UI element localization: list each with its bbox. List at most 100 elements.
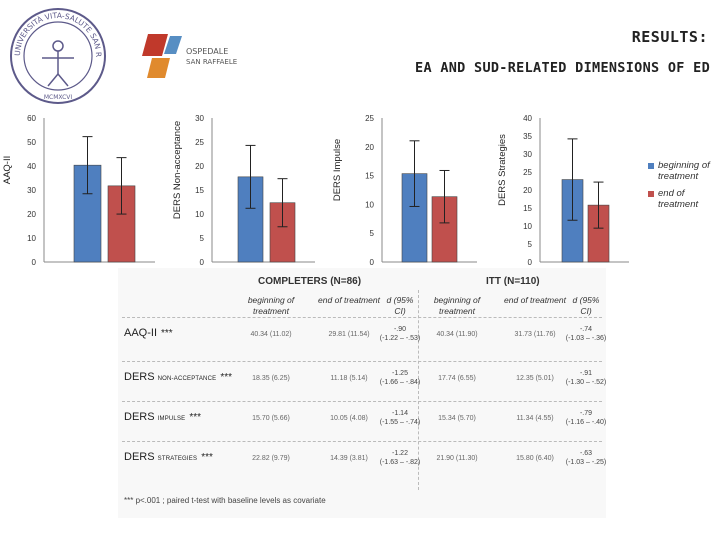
y-tick-label: 5 xyxy=(200,234,205,243)
table-divider xyxy=(418,290,419,490)
table-row-label: AAQ-II *** xyxy=(124,327,173,339)
svg-text:UNIVERSITÀ VITA-SALUTE SAN RAF: UNIVERSITÀ VITA-SALUTE SAN RAFFAELE xyxy=(8,6,103,57)
table-cell-c-begin: 40.34 (11.02) xyxy=(250,331,292,338)
table-cell-i-begin: 15.34 (5.70) xyxy=(438,415,476,422)
col-header-i-d: d (95% CI) xyxy=(572,295,600,316)
effect-size-cell: -.79 (-1.16 – -.40) xyxy=(556,409,616,427)
y-tick-label: 20 xyxy=(195,162,204,171)
y-tick-label: 30 xyxy=(27,186,36,195)
row-separator xyxy=(122,361,602,362)
effect-size-cell: -.74 (-1.03 – -.36) xyxy=(556,325,616,343)
table-cell-c-end: 29.81 (11.54) xyxy=(328,331,370,338)
effect-size-value: -.90 xyxy=(393,326,407,333)
y-tick-label: 0 xyxy=(32,258,37,267)
table-row-label: DERS STRATEGIES *** xyxy=(124,451,213,463)
effect-size-value: -1.22 xyxy=(392,450,408,457)
y-tick-label: 0 xyxy=(200,258,205,267)
y-tick-label: 0 xyxy=(370,258,375,267)
table-cell-c-begin: 22.82 (9.79) xyxy=(252,455,290,462)
table-cell-i-begin: 17.74 (6.55) xyxy=(438,375,476,382)
y-tick-label: 15 xyxy=(365,172,374,181)
hospital-name-line2: SAN RAFFAELE xyxy=(186,58,237,66)
effect-size-value: -.74 xyxy=(579,326,593,333)
effect-size-value: -1.14 xyxy=(392,410,408,417)
effect-size-value: -1.25 xyxy=(392,370,408,377)
col-header-c-d: d (95% CI) xyxy=(386,295,414,316)
results-heading: RESULTS: xyxy=(631,28,708,46)
y-tick-label: 5 xyxy=(370,229,375,238)
seal-year: MCMXCVI xyxy=(44,94,73,101)
effect-size-cell: -.90 (-1.22 – -.53) xyxy=(370,325,430,343)
row-separator xyxy=(122,441,602,442)
y-axis-label: DERS Strategies xyxy=(497,134,508,206)
legend-item-end: end of treatment xyxy=(648,188,720,210)
y-tick-label: 25 xyxy=(365,114,374,123)
y-tick-label: 15 xyxy=(523,204,532,213)
row-label-text: DERS xyxy=(124,371,158,383)
table-cell-c-begin: 15.70 (5.66) xyxy=(252,415,290,422)
effect-size-ci: (-1.55 – -.74) xyxy=(379,419,421,426)
y-tick-label: 60 xyxy=(27,114,36,123)
effect-size-value: -.79 xyxy=(579,410,593,417)
significance-stars: *** xyxy=(201,452,213,463)
table-cell-i-begin: 40.34 (11.90) xyxy=(436,331,478,338)
y-tick-label: 25 xyxy=(523,168,532,177)
effect-size-cell: -.63 (-1.03 – -.25) xyxy=(556,449,616,467)
y-tick-label: 30 xyxy=(195,114,204,123)
university-seal-logo: UNIVERSITÀ VITA-SALUTE SAN RAFFAELE MCMX… xyxy=(8,6,106,104)
table-cell-c-end: 10.05 (4.08) xyxy=(330,415,368,422)
col-header-i-begin: beginning of treatment xyxy=(433,295,481,316)
hospital-name-line1: OSPEDALE xyxy=(186,47,228,56)
row-label-subscript: IMPULSE xyxy=(157,416,186,422)
legend-item-baseline: beginning of treatment xyxy=(648,160,720,182)
y-tick-label: 40 xyxy=(523,114,532,123)
y-tick-label: 30 xyxy=(523,150,532,159)
col-header-c-end: end of treatment xyxy=(318,295,380,305)
col-header-c-begin: beginning of treatment xyxy=(247,295,295,316)
effect-size-value: -.91 xyxy=(579,370,593,377)
legend-label-baseline: beginning of treatment xyxy=(658,160,710,182)
y-tick-label: 0 xyxy=(528,258,533,267)
page-subtitle: EA AND SUD-RELATED DIMENSIONS OF ED xyxy=(415,60,710,76)
row-separator xyxy=(122,401,602,402)
effect-size-ci: (-1.66 – -.84) xyxy=(379,379,421,386)
effect-size-ci: (-1.03 – -.36) xyxy=(565,335,607,342)
y-tick-label: 10 xyxy=(195,210,204,219)
legend-swatch-end xyxy=(648,191,654,197)
table-footnote: *** p<.001 ; paired t-test with baseline… xyxy=(124,496,326,505)
results-table: COMPLETERS (N=86) ITT (N=110) beginning … xyxy=(118,268,606,518)
effect-size-cell: -.91 (-1.30 – -.52) xyxy=(556,369,616,387)
table-cell-c-end: 11.18 (5.14) xyxy=(330,375,368,382)
effect-size-value: -.63 xyxy=(579,450,593,457)
effect-size-cell: -1.25 (-1.66 – -.84) xyxy=(370,369,430,387)
seal-arc-text: UNIVERSITÀ VITA-SALUTE SAN RAFFAELE xyxy=(8,6,103,57)
group-completers: COMPLETERS (N=86) xyxy=(258,276,362,287)
y-tick-label: 10 xyxy=(523,222,532,231)
y-tick-label: 40 xyxy=(27,162,36,171)
table-cell-i-begin: 21.90 (11.30) xyxy=(436,455,478,462)
row-label-text: AAQ-II xyxy=(124,327,158,339)
y-tick-label: 10 xyxy=(27,234,36,243)
y-tick-label: 10 xyxy=(365,200,374,209)
table-cell-c-end: 14.39 (3.81) xyxy=(330,455,368,462)
table-row-label: DERS NON-ACCEPTANCE *** xyxy=(124,371,232,383)
y-tick-label: 25 xyxy=(195,138,204,147)
significance-stars: *** xyxy=(189,412,202,423)
legend-swatch-baseline xyxy=(648,163,654,169)
significance-stars: *** xyxy=(161,328,173,339)
effect-size-cell: -1.22 (-1.63 – -.82) xyxy=(370,449,430,467)
col-header-i-end: end of treatment xyxy=(504,295,566,305)
y-tick-label: 20 xyxy=(365,143,374,152)
effect-size-ci: (-1.63 – -.82) xyxy=(379,459,421,466)
row-label-subscript: NON-ACCEPTANCE xyxy=(157,376,217,382)
y-tick-label: 20 xyxy=(27,210,36,219)
effect-size-ci: (-1.16 – -.40) xyxy=(565,419,607,426)
significance-stars: *** xyxy=(220,372,233,383)
y-tick-label: 35 xyxy=(523,132,532,141)
table-cell-c-begin: 18.35 (6.25) xyxy=(252,375,290,382)
effect-size-ci: (-1.22 – -.53) xyxy=(379,335,421,342)
row-label-text: DERS xyxy=(124,451,158,463)
effect-size-ci: (-1.30 – -.52) xyxy=(565,379,607,386)
row-separator xyxy=(122,317,602,318)
